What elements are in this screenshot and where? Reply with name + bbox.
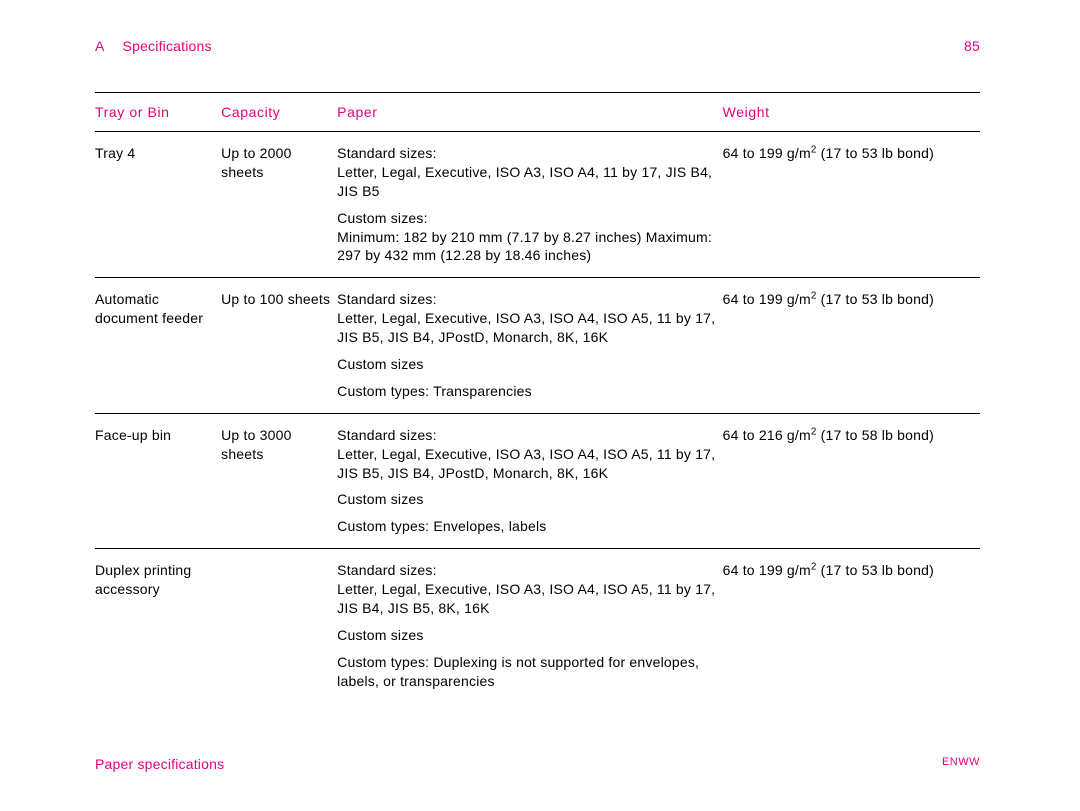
page-footer: Paper specifications ENWW <box>95 756 980 772</box>
table-row: Automatic document feeder Up to 100 shee… <box>95 278 980 413</box>
weight-text: (17 to 53 lb bond) <box>817 562 934 578</box>
paper-para: Custom sizes:Minimum: 182 by 210 mm (7.1… <box>337 209 716 266</box>
cell-weight: 64 to 199 g/m2 (17 to 53 lb bond) <box>723 278 980 413</box>
paper-para: Standard sizes:Letter, Legal, Executive,… <box>337 144 716 201</box>
cell-tray: Tray 4 <box>95 132 221 278</box>
table-header-row: Tray or Bin Capacity Paper Weight <box>95 93 980 132</box>
cell-tray: Face-up bin <box>95 413 221 548</box>
paper-para: Custom types: Transparencies <box>337 382 716 401</box>
footer-right: ENWW <box>942 756 980 772</box>
cell-paper: Standard sizes:Letter, Legal, Executive,… <box>337 132 722 278</box>
paper-para: Custom types: Duplexing is not supported… <box>337 653 716 691</box>
col-tray: Tray or Bin <box>95 93 221 132</box>
weight-text: (17 to 58 lb bond) <box>817 427 934 443</box>
spec-table: Tray or Bin Capacity Paper Weight Tray 4… <box>95 92 980 703</box>
page-number: 85 <box>964 38 980 54</box>
section-title: Specifications <box>123 38 212 54</box>
page-header: A Specifications 85 <box>95 38 980 92</box>
col-capacity: Capacity <box>221 93 337 132</box>
paper-para: Standard sizes:Letter, Legal, Executive,… <box>337 426 716 483</box>
cell-paper: Standard sizes:Letter, Legal, Executive,… <box>337 278 722 413</box>
col-paper: Paper <box>337 93 722 132</box>
cell-tray: Duplex printing accessory <box>95 549 221 703</box>
weight-text: 64 to 199 g/m <box>723 145 811 161</box>
cell-capacity: Up to 100 sheets <box>221 278 337 413</box>
table-row: Tray 4 Up to 2000 sheets Standard sizes:… <box>95 132 980 278</box>
cell-weight: 64 to 199 g/m2 (17 to 53 lb bond) <box>723 132 980 278</box>
table-row: Face-up bin Up to 3000 sheets Standard s… <box>95 413 980 548</box>
weight-text: 64 to 216 g/m <box>723 427 811 443</box>
paper-para: Custom sizes <box>337 355 716 374</box>
weight-text: (17 to 53 lb bond) <box>817 291 934 307</box>
cell-paper: Standard sizes:Letter, Legal, Executive,… <box>337 413 722 548</box>
footer-left: Paper specifications <box>95 756 224 772</box>
cell-tray: Automatic document feeder <box>95 278 221 413</box>
cell-weight: 64 to 199 g/m2 (17 to 53 lb bond) <box>723 549 980 703</box>
section-letter: A <box>95 38 105 54</box>
paper-para: Standard sizes:Letter, Legal, Executive,… <box>337 561 716 618</box>
paper-para: Custom sizes <box>337 626 716 645</box>
table-row: Duplex printing accessory Standard sizes… <box>95 549 980 703</box>
page-content: A Specifications 85 Tray or Bin Capacity… <box>95 38 980 703</box>
header-left: A Specifications <box>95 38 212 54</box>
paper-para: Custom types: Envelopes, labels <box>337 517 716 536</box>
paper-para: Custom sizes <box>337 490 716 509</box>
weight-text: 64 to 199 g/m <box>723 291 811 307</box>
cell-capacity: Up to 3000 sheets <box>221 413 337 548</box>
weight-text: 64 to 199 g/m <box>723 562 811 578</box>
col-weight: Weight <box>723 93 980 132</box>
weight-text: (17 to 53 lb bond) <box>817 145 934 161</box>
cell-weight: 64 to 216 g/m2 (17 to 58 lb bond) <box>723 413 980 548</box>
cell-capacity: Up to 2000 sheets <box>221 132 337 278</box>
cell-capacity <box>221 549 337 703</box>
paper-para: Standard sizes:Letter, Legal, Executive,… <box>337 290 716 347</box>
cell-paper: Standard sizes:Letter, Legal, Executive,… <box>337 549 722 703</box>
